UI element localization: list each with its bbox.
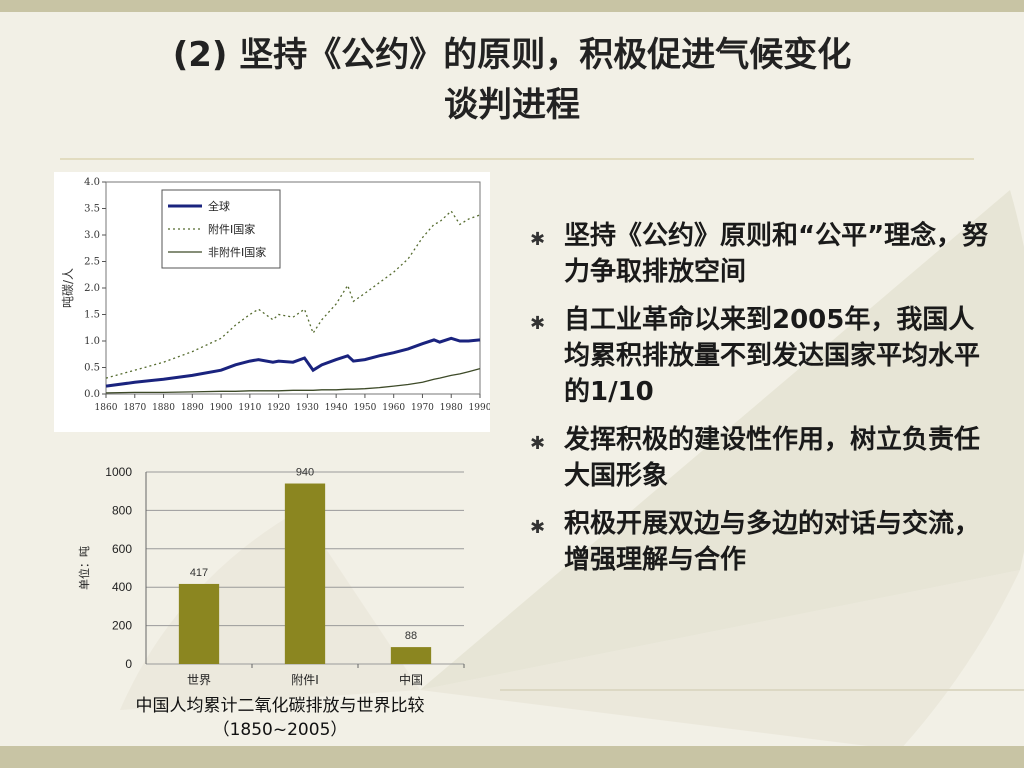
bar: [284, 483, 326, 664]
bar: [178, 583, 220, 664]
x-tick-label: 1920: [267, 403, 290, 413]
x-tick-label: 1950: [353, 403, 376, 413]
bullet-text: 发挥积极的建设性作用，树立负责任大国形象: [564, 425, 981, 491]
y-tick-label: 0.5: [84, 363, 100, 374]
x-tick-label: 1860: [95, 403, 118, 413]
series-line: [105, 336, 481, 388]
x-tick-label: 1900: [210, 403, 233, 413]
series-line: [105, 367, 481, 394]
x-tick-label: 1870: [123, 403, 146, 413]
slide-title-line2: 谈判进程: [444, 85, 580, 125]
y-tick-label: 0: [125, 657, 132, 671]
slide-title-line1: (2) 坚持《公约》的原则，积极促进气候变化: [172, 35, 852, 75]
bullet-icon: ✱: [530, 517, 546, 538]
caption-line1: 中国人均累计二氧化碳排放与世界比较: [135, 696, 425, 716]
y-tick-label: 4.0: [84, 177, 100, 188]
x-tick-label: 1880: [152, 403, 175, 413]
bar-value-label: 940: [296, 467, 314, 479]
cumulative-emissions-bar-chart: 0 200 400 600 800 1000 单位：吨 417 世界 940 附件I 88 中国: [77, 465, 465, 687]
slide-title: (2) 坚持《公约》的原则，积极促进气候变化 谈判进程: [40, 30, 984, 130]
y-tick-label: 1.0: [84, 336, 100, 347]
x-tick-label: 1940: [325, 403, 348, 413]
caption-line2: （1850~2005）: [212, 720, 348, 740]
bullet-item: ✱ 自工业革命以来到2005年，我国人均累积排放量不到发达国家平均水平的1/10: [530, 302, 1000, 410]
y-tick-label: 2.0: [84, 283, 100, 294]
y-tick-label: 3.0: [84, 230, 100, 241]
title-divider: [60, 158, 974, 160]
x-category-label: 中国: [399, 672, 423, 687]
bar-chart-panel: 0 200 400 600 800 1000 单位：吨 417 世界 940 附件I 88 中国: [54, 458, 484, 698]
x-tick-label: 1990: [469, 403, 490, 413]
y-axis-title: 吨碳/人: [61, 268, 75, 308]
y-tick-label: 1.5: [84, 310, 100, 321]
bullet-item: ✱ 积极开展双边与多边的对话与交流，增强理解与合作: [530, 506, 1000, 578]
x-tick-label: 1980: [440, 403, 463, 413]
bullet-list: ✱ 坚持《公约》原则和“公平”理念，努力争取排放空间 ✱ 自工业革命以来到2005年…: [530, 218, 1000, 590]
x-tick-label: 1960: [382, 403, 405, 413]
bullet-item: ✱ 发挥积极的建设性作用，树立负责任大国形象: [530, 422, 1000, 494]
x-tick-label: 1890: [181, 403, 204, 413]
bullet-text: 坚持《公约》原则和“公平”理念，努力争取排放空间: [564, 221, 989, 287]
y-tick-label: 3.5: [84, 204, 100, 215]
legend-label: 非附件I国家: [208, 245, 266, 259]
bar: [390, 647, 432, 664]
legend-label: 附件I国家: [208, 222, 255, 236]
per-capita-emissions-line-chart: 0.0 0.5 1.0 1.5 2.0 2.5 3.0 3.5 4.0 1860 1870 1880 1…: [61, 177, 492, 413]
x-tick-label: 1930: [296, 403, 319, 413]
y-tick-label: 200: [112, 619, 132, 633]
bullet-icon: ✱: [530, 433, 546, 454]
bar-value-label: 417: [190, 567, 208, 579]
x-category-label: 世界: [187, 673, 211, 687]
x-tick-label: 1910: [238, 403, 261, 413]
bottom-decorative-band: [0, 746, 1024, 768]
y-tick-label: 400: [112, 580, 132, 594]
line-chart-panel: 0.0 0.5 1.0 1.5 2.0 2.5 3.0 3.5 4.0 1860 1870 1880 1…: [54, 172, 492, 432]
x-tick-label: 1970: [411, 403, 434, 413]
legend-box: [161, 189, 281, 269]
x-category-label: 附件I: [291, 673, 319, 687]
y-axis-title: 单位：吨: [77, 546, 91, 590]
y-tick-label: 600: [112, 542, 132, 556]
bullet-item: ✱ 坚持《公约》原则和“公平”理念，努力争取排放空间: [530, 218, 1000, 290]
bar-value-label: 88: [405, 630, 417, 642]
bar-chart-caption: 中国人均累计二氧化碳排放与世界比较 （1850~2005）: [80, 694, 480, 742]
y-tick-label: 0.0: [84, 389, 100, 400]
y-tick-label: 1000: [105, 465, 132, 479]
bullet-text: 积极开展双边与多边的对话与交流，增强理解与合作: [564, 509, 981, 575]
bullet-icon: ✱: [530, 229, 546, 250]
bullet-text: 自工业革命以来到2005年，我国人均累积排放量不到发达国家平均水平的1/10: [564, 305, 981, 407]
series-line: [105, 210, 481, 379]
y-tick-label: 2.5: [84, 257, 100, 268]
legend-label: 全球: [208, 199, 230, 213]
top-decorative-band: [0, 0, 1024, 12]
y-tick-label: 800: [112, 503, 132, 517]
bullet-icon: ✱: [530, 313, 546, 334]
